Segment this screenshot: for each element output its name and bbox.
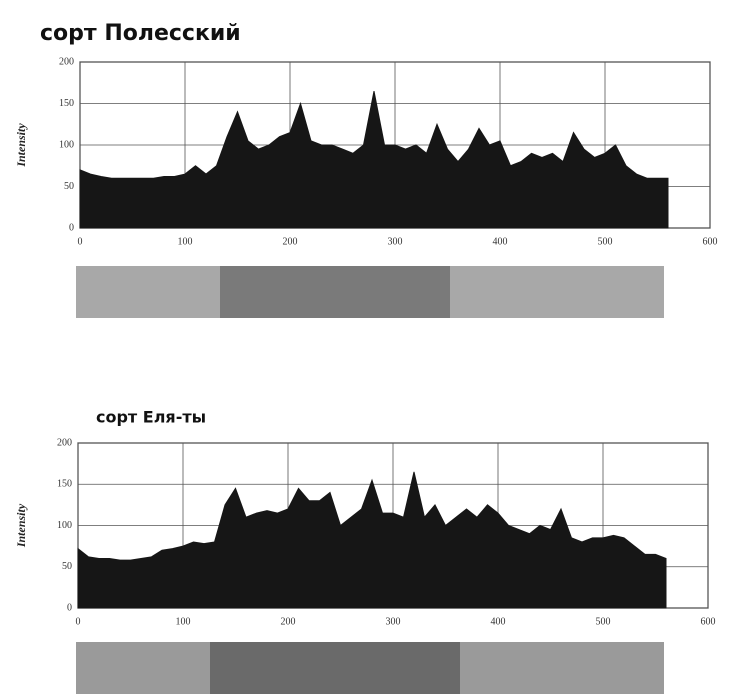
y-tick-label: 150: [57, 479, 72, 490]
gel-band: [210, 642, 460, 694]
y-tick-label: 150: [59, 98, 74, 109]
y-tick-label: 100: [57, 520, 72, 531]
x-tick-label: 400: [491, 616, 506, 627]
y-tick-label: 200: [59, 56, 74, 67]
x-tick-label: 0: [76, 616, 81, 627]
y-tick-label: 0: [69, 222, 74, 233]
x-tick-label: 100: [178, 236, 193, 247]
x-tick-label: 200: [283, 236, 298, 247]
x-tick-label: 200: [281, 616, 296, 627]
y-tick-label: 0: [67, 602, 72, 613]
y-tick-label: 50: [64, 181, 74, 192]
y-axis-label: Intensity: [14, 503, 28, 548]
x-tick-label: 500: [596, 616, 611, 627]
y-tick-label: 50: [62, 561, 72, 572]
x-tick-label: 300: [386, 616, 401, 627]
gel-band: [220, 266, 450, 318]
intensity-area: [79, 90, 669, 229]
y-tick-label: 200: [57, 437, 72, 448]
intensity-area: [77, 471, 667, 609]
x-tick-label: 500: [598, 236, 613, 247]
y-tick-label: 100: [59, 139, 74, 150]
x-tick-label: 400: [493, 236, 508, 247]
chart-title: сорт Еля-ты: [96, 408, 206, 427]
x-tick-label: 100: [176, 616, 191, 627]
x-tick-label: 0: [78, 236, 83, 247]
y-axis-label: Intensity: [14, 123, 28, 168]
x-tick-label: 600: [701, 616, 716, 627]
chart-title: сорт Полесский: [40, 21, 241, 46]
x-tick-label: 300: [388, 236, 403, 247]
x-tick-label: 600: [703, 236, 718, 247]
